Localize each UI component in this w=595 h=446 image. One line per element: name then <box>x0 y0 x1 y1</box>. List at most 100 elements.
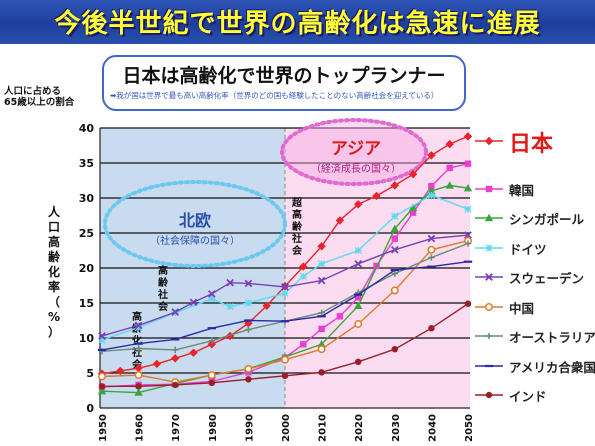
y-caption-line1: 人口に占める <box>4 86 62 97</box>
data-point <box>134 371 143 380</box>
y-tick-label: 35 <box>79 157 94 170</box>
data-point <box>318 325 325 333</box>
legend-marker <box>485 332 493 340</box>
asia-title: アジア <box>331 139 381 159</box>
x-tick-label: 1950 <box>98 414 109 442</box>
asia-subtitle: （経済成長の国々） <box>311 162 401 175</box>
data-point <box>98 383 106 390</box>
data-point <box>445 139 454 149</box>
label-korei-shakai: 高齢社会 <box>157 264 169 313</box>
y-tick-label: 25 <box>79 227 94 240</box>
data-point <box>317 242 326 251</box>
data-point <box>391 346 398 353</box>
subtitle-title: 日本は高齢化で世界のトップランナー <box>122 65 446 87</box>
x-tick-label: 1990 <box>244 414 255 442</box>
x-tick-label: 2000 <box>281 414 292 442</box>
data-point <box>207 340 216 349</box>
data-point <box>318 309 325 316</box>
data-point <box>427 234 436 243</box>
data-point <box>391 270 398 277</box>
data-point <box>208 379 215 386</box>
marker-stroke <box>281 289 289 297</box>
x-tick-label: 1980 <box>208 414 219 442</box>
data-point <box>135 345 142 352</box>
data-point <box>245 376 252 383</box>
vertical-char: 高 <box>158 264 168 277</box>
x-tick-label: 1960 <box>135 414 146 442</box>
legend-swatch <box>475 364 503 367</box>
legend-label: ドイツ <box>509 241 547 257</box>
legend-label: 韓国 <box>509 182 535 198</box>
y-tick-label: 20 <box>79 262 95 275</box>
data-point <box>281 372 289 379</box>
data-point <box>97 387 107 395</box>
marker-stroke <box>281 283 289 291</box>
data-point <box>390 181 399 190</box>
hokuo-title: 北欧 <box>179 211 211 230</box>
legend-label: オーストラリア <box>509 330 595 345</box>
legend-swatch <box>475 273 503 281</box>
data-point <box>281 289 289 297</box>
x-tick-label: 2010 <box>318 414 329 442</box>
marker-stroke <box>390 245 399 254</box>
legend-swatch <box>475 332 503 340</box>
marker-stroke <box>244 299 253 307</box>
legend-label: インド <box>509 389 547 404</box>
data-point <box>463 132 473 141</box>
data-point <box>464 231 472 239</box>
x-tick-label: 2040 <box>427 414 438 442</box>
data-point <box>300 341 307 348</box>
vertical-char: 会 <box>158 300 168 313</box>
x-tick-label: 2020 <box>354 414 365 442</box>
vertical-char: 社 <box>291 232 302 245</box>
marker-stroke <box>354 259 363 268</box>
data-point <box>354 301 363 309</box>
label-koreika-shakai: 高齢化社会 <box>131 310 143 371</box>
data-point <box>134 321 143 330</box>
data-point <box>171 308 180 316</box>
legend-marker <box>485 391 493 399</box>
data-point <box>317 260 326 268</box>
legend-swatch <box>475 185 503 192</box>
data-point <box>98 372 106 381</box>
y-axis-label: 人口高齢化率（%） <box>47 205 61 339</box>
data-point <box>172 346 179 354</box>
x-tick-label: 2030 <box>391 414 402 442</box>
data-point <box>207 290 216 298</box>
data-point <box>244 299 253 307</box>
legend-label: シンガポール <box>509 212 585 227</box>
data-point <box>354 246 362 255</box>
data-point <box>135 383 142 390</box>
data-point <box>336 313 344 320</box>
subtitle-note: ➡我が国は世界で最も高い高齢化率（世界のどの国も経験したことのない高齢社会を迎え… <box>110 91 439 100</box>
data-point <box>226 302 234 311</box>
marker-stroke <box>485 273 493 281</box>
data-point <box>317 340 326 348</box>
legend-label: アメリカ合衆国 <box>509 359 595 375</box>
marker-stroke <box>464 205 472 213</box>
data-point <box>390 224 399 232</box>
hokuo-bubble <box>103 180 287 268</box>
x-tick-label: 2050 <box>464 414 475 442</box>
y-tick-label: 0 <box>86 402 94 415</box>
series-5 <box>98 236 472 387</box>
data-point <box>390 286 399 295</box>
legend-swatch <box>475 136 503 146</box>
marker-stroke <box>244 279 253 288</box>
data-point <box>464 240 472 247</box>
marker-stroke <box>354 246 362 255</box>
data-point <box>134 388 143 396</box>
data-point <box>464 160 472 167</box>
data-point <box>390 245 399 254</box>
data-point <box>226 278 234 287</box>
data-point <box>428 254 435 261</box>
data-point <box>189 298 198 307</box>
y-tick-label: 40 <box>79 122 95 135</box>
data-point <box>245 326 252 333</box>
data-point <box>335 216 345 225</box>
data-point <box>317 345 326 354</box>
header-title: 今後半世紀で世界の高齢化は急速に進展 <box>54 9 541 39</box>
header-banner: 今後半世紀で世界の高齢化は急速に進展 <box>0 0 595 44</box>
data-point <box>354 320 363 328</box>
